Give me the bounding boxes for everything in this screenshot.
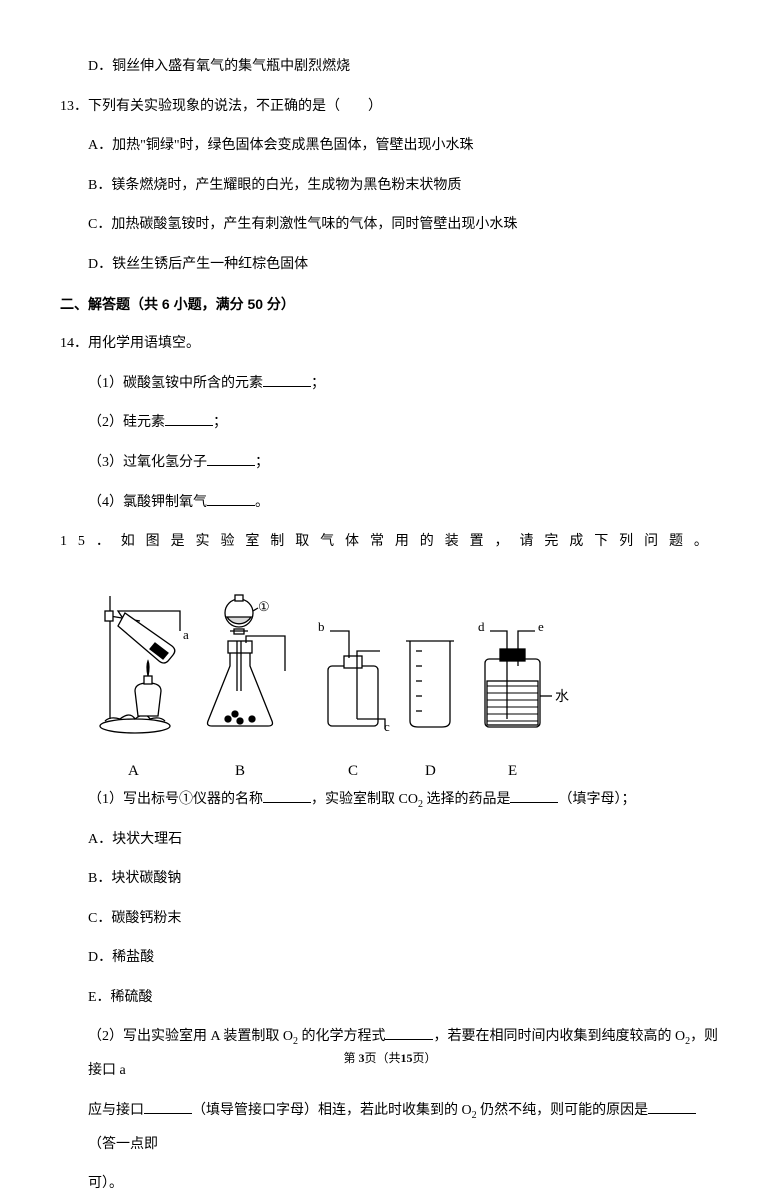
q15-p2-l2-pre: 应与接口: [88, 1103, 144, 1118]
q13-stem: 13．下列有关实验现象的说法，不正确的是（ ）: [60, 90, 720, 124]
label-a: A: [128, 753, 139, 789]
blank-field[interactable]: [510, 787, 558, 802]
apparatus-diagram: a ①: [90, 571, 570, 751]
q15-option-a: A．块状大理石: [60, 823, 720, 857]
q14-stem: 14．用化学用语填空。: [60, 327, 720, 361]
blank-field[interactable]: [263, 371, 311, 386]
q14-part-1: （1）碳酸氢铵中所含的元素 ；: [60, 367, 720, 401]
q15-p2-l2-mid2: 仍然不纯，则可能的原因是: [477, 1103, 649, 1118]
semicolon: ；: [255, 455, 269, 470]
svg-text:a: a: [183, 627, 189, 642]
footer-post: 页）: [413, 1051, 437, 1065]
footer-mid: 页（共: [364, 1051, 400, 1065]
q14-p3-text: （3）过氧化氢分子: [88, 455, 207, 470]
svg-text:水: 水: [555, 689, 569, 705]
blank-field[interactable]: [207, 490, 255, 505]
q14-p2-text: （2）硅元素: [88, 415, 165, 430]
q13-option-a: A．加热"铜绿"时，绿色固体会变成黑色固体，管壁出现小水珠: [60, 129, 720, 163]
label-c: C: [348, 753, 358, 789]
blank-field[interactable]: [385, 1025, 433, 1040]
q15-stem-text: 15．如图是实验室制取气体常用的装置，请完成下列问题。: [60, 525, 719, 559]
q12-option-d: D．铜丝伸入盛有氧气的集气瓶中剧烈燃烧: [60, 50, 720, 84]
q15-p2-pre: （2）写出实验室用 A 装置制取 O: [88, 1029, 293, 1044]
svg-text:c: c: [384, 719, 390, 734]
semicolon: ；: [311, 376, 325, 391]
q15-p1-post: （填字母）；: [558, 792, 635, 807]
blank-field[interactable]: [648, 1098, 696, 1113]
svg-text:d: d: [478, 619, 485, 634]
label-b: B: [235, 753, 245, 789]
q15-option-d: D．稀盐酸: [60, 941, 720, 975]
q14-p1-text: （1）碳酸氢铵中所含的元素: [88, 376, 263, 391]
footer-total: 15: [401, 1051, 413, 1065]
q14-part-3: （3）过氧化氢分子 ；: [60, 446, 720, 480]
apparatus-labels: A B C D E: [90, 753, 570, 773]
q14-part-4: （4）氯酸钾制氧气 。: [60, 486, 720, 520]
blank-field[interactable]: [144, 1098, 192, 1113]
q15-p1-pre: （1）写出标号①仪器的名称: [88, 792, 263, 807]
q14-part-2: （2）硅元素 ；: [60, 406, 720, 440]
device-c: b c: [318, 619, 390, 734]
section-2-header: 二、解答题（共 6 小题，满分 50 分）: [60, 288, 720, 322]
q13-option-c: C．加热碳酸氢铵时，产生有刺激性气味的气体，同时管壁出现小水珠: [60, 208, 720, 242]
apparatus-svg: a ①: [90, 571, 570, 751]
q15-part-1: （1）写出标号①仪器的名称，实验室制取 CO2 选择的药品是（填字母）；: [60, 783, 720, 817]
svg-text:b: b: [318, 619, 325, 634]
device-d: [406, 641, 454, 727]
q15-p2-mid2: ，若要在相同时间内收集到纯度较高的 O: [433, 1029, 685, 1044]
q15-part-2-line3: 可）。: [60, 1167, 720, 1201]
svg-text:①: ①: [258, 599, 270, 614]
svg-text:e: e: [538, 619, 544, 634]
q13-option-d: D．铁丝生锈后产生一种红棕色固体: [60, 248, 720, 282]
semicolon: ；: [213, 415, 227, 430]
q13-option-b: B．镁条燃烧时，产生耀眼的白光，生成物为黑色粉末状物质: [60, 169, 720, 203]
device-e: d e 水: [478, 619, 569, 727]
q15-p1-mid2: 选择的药品是: [423, 792, 511, 807]
period: 。: [255, 495, 269, 510]
page-footer: 第 3页（共15页）: [0, 1044, 780, 1073]
device-a: a: [100, 596, 189, 733]
blank-field[interactable]: [165, 411, 213, 426]
q15-option-b: B．块状碳酸钠: [60, 862, 720, 896]
q15-option-e: E．稀硫酸: [60, 981, 720, 1015]
blank-field[interactable]: [207, 451, 255, 466]
q15-part-2-line2: 应与接口（填导管接口字母）相连，若此时收集到的 O2 仍然不纯，则可能的原因是（…: [60, 1094, 720, 1161]
label-d: D: [425, 753, 436, 789]
blank-field[interactable]: [263, 787, 311, 802]
q15-p2-l2-mid: （填导管接口字母）相连，若此时收集到的 O: [192, 1103, 472, 1118]
device-b: ①: [208, 595, 286, 726]
q15-p2-mid1: 的化学方程式: [298, 1029, 386, 1044]
q15-option-c: C．碳酸钙粉末: [60, 902, 720, 936]
footer-pre: 第: [343, 1051, 358, 1065]
q14-p4-text: （4）氯酸钾制氧气: [88, 495, 207, 510]
label-e: E: [508, 753, 517, 789]
q15-p2-l2-post: （答一点即: [88, 1137, 158, 1152]
q15-stem: 15．如图是实验室制取气体常用的装置，请完成下列问题。: [60, 525, 720, 559]
q15-p1-mid1: ，实验室制取 CO: [311, 792, 418, 807]
